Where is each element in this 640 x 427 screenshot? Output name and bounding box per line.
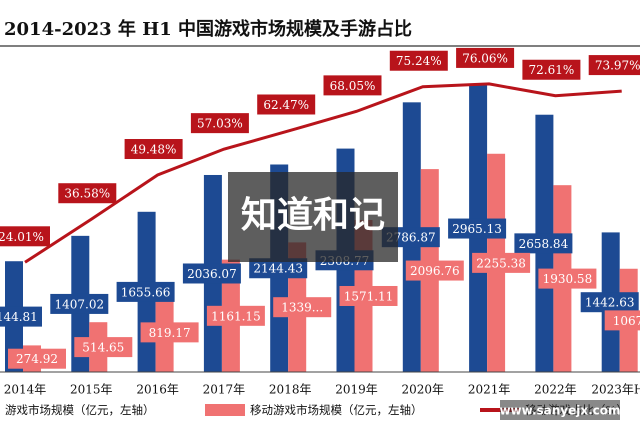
value-label-bg [58, 183, 117, 204]
line [24, 82, 622, 264]
value-label: 2096.76 [410, 264, 460, 278]
value-label: 1442.63 [585, 296, 635, 310]
legend-label: 移动游戏市场规模（亿元，左轴） [250, 403, 423, 417]
value-label: 819.17 [149, 326, 191, 340]
value-label: 1407.02 [54, 297, 104, 311]
value-label-bg [522, 59, 581, 80]
x-tick-label: 2018年 [269, 383, 312, 397]
site-watermark: www.sanyejx.com [499, 404, 620, 418]
value-label-bg [8, 348, 66, 369]
value-label: 73.97% [595, 59, 640, 73]
value-label: 1144.81 [0, 310, 38, 324]
value-label-bg [182, 263, 241, 284]
x-tick-label: 2020年 [402, 383, 445, 397]
value-label-bg [273, 297, 332, 318]
value-label-bg [124, 139, 183, 160]
x-tick-label: 2021年 [468, 383, 511, 397]
x-tick-label: 2022年 [534, 383, 577, 397]
x-tick-label: 2015年 [70, 383, 113, 397]
value-label-bg [588, 55, 640, 76]
value-label: 2786.87 [386, 231, 436, 245]
value-label-bg [190, 113, 249, 134]
value-label-bg [0, 306, 42, 327]
value-label: 57.03% [197, 117, 243, 131]
value-label-bg [604, 310, 640, 331]
value-label-bg [249, 258, 308, 279]
value-label-bg [580, 292, 639, 313]
value-label-bg [514, 233, 573, 254]
value-label: 72.61% [529, 63, 575, 77]
value-label: 75.24% [396, 54, 442, 68]
x-tick-label: 2014年 [4, 383, 47, 397]
value-label: 76.06% [462, 51, 508, 65]
watermark: 知道和记 [241, 195, 385, 236]
value-label: 1339... [281, 301, 323, 315]
value-label-bg [339, 285, 398, 306]
value-label-bg [74, 337, 133, 358]
value-label: 1930.58 [543, 272, 593, 286]
value-label: 2036.07 [187, 267, 237, 281]
legend-swatch [205, 404, 245, 416]
value-label: 36.58% [64, 187, 110, 201]
value-label-bg [538, 268, 597, 289]
watermark-bg [228, 172, 398, 262]
x-tick-label: 2017年 [203, 383, 246, 397]
value-label-bg [389, 50, 448, 71]
x-tick-label: 2019年 [335, 383, 378, 397]
value-label: 24.01% [0, 230, 44, 244]
chart-title: 2014-2023 年 H1 中国游戏市场规模及手游占比 [4, 18, 412, 40]
value-label: 2144.43 [253, 262, 303, 276]
value-label-bg [140, 322, 199, 343]
value-label-bg [405, 260, 464, 281]
value-label: 1571.11 [344, 289, 394, 303]
value-label-bg [257, 94, 316, 115]
value-label: 274.92 [16, 352, 58, 366]
value-label: 1655.66 [121, 285, 171, 299]
x-tick-label: 2016年 [136, 383, 179, 397]
value-label: 2965.13 [452, 222, 502, 236]
value-label: 62.47% [263, 98, 309, 112]
value-label: 68.05% [330, 79, 376, 93]
site-bg [500, 400, 620, 420]
value-label-bg [206, 305, 265, 326]
value-label: 2658.84 [519, 237, 569, 251]
value-label-bg [448, 218, 507, 239]
value-label-bg [323, 75, 382, 96]
value-label-bg [50, 293, 109, 314]
value-label: 49.48% [131, 143, 177, 157]
value-label-bg [456, 47, 515, 68]
value-label-bg [0, 226, 50, 247]
value-label-bg [472, 252, 531, 273]
value-label-bg [116, 281, 175, 302]
legend-label: 游戏市场规模（亿元，左轴） [5, 403, 155, 417]
value-label: 514.65 [82, 341, 124, 355]
value-label: 1161.15 [211, 309, 261, 323]
value-label: 1067.0 [613, 314, 640, 328]
value-label: 2255.38 [476, 256, 526, 270]
